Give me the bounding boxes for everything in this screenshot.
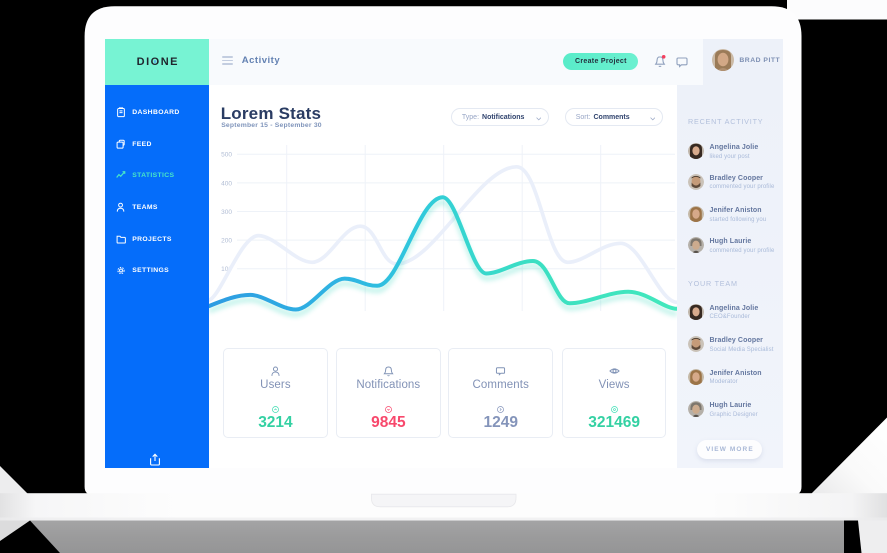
- svg-text:400: 400: [221, 180, 232, 187]
- svg-text:100: 100: [221, 266, 232, 273]
- svg-text:300: 300: [221, 209, 232, 216]
- svg-text:200: 200: [221, 237, 232, 244]
- svg-text:500: 500: [221, 151, 232, 158]
